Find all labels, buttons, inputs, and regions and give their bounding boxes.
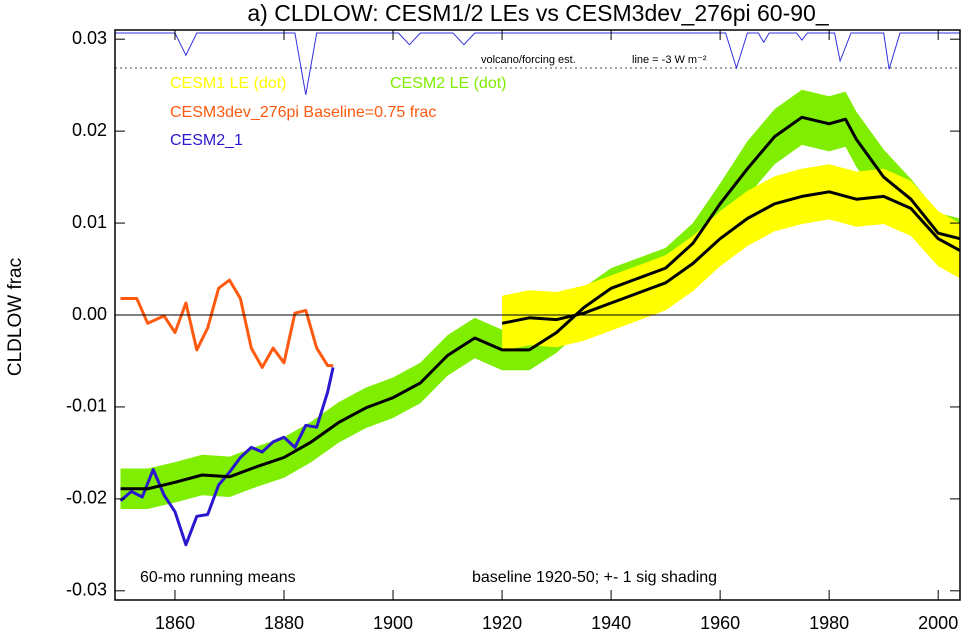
y-axis-label: CLDLOW frac — [5, 258, 26, 376]
annotation: line = -3 W m⁻² — [632, 54, 707, 66]
x-tick-label: 1980 — [809, 613, 849, 633]
x-tick-label: 2000 — [918, 613, 958, 633]
x-tick-label: 1920 — [482, 613, 522, 633]
chart-title: a) CLDLOW: CESM1/2 LEs vs CESM3dev_276pi… — [247, 0, 829, 26]
x-tick-label: 1940 — [591, 613, 631, 633]
annotation: baseline 1920-50; +- 1 sig shading — [472, 569, 717, 586]
legend-label: CESM2_1 — [170, 132, 243, 149]
series-line — [501, 190, 961, 325]
legend-label: CESM3dev_276pi Baseline=0.75 frac — [170, 104, 436, 121]
y-tick-label: 0.00 — [72, 304, 107, 324]
y-tick-label: 0.02 — [72, 120, 107, 140]
sigma-band — [120, 89, 960, 510]
x-tick-label: 1960 — [700, 613, 740, 633]
y-tick-label: -0.02 — [66, 488, 107, 508]
sigma-band — [502, 164, 960, 351]
y-tick-label: -0.03 — [66, 580, 107, 600]
x-tick-label: 1860 — [155, 613, 195, 633]
legend-label: CESM1 LE (dot) — [170, 75, 286, 92]
forcing-line — [115, 32, 960, 95]
x-tick-label: 1900 — [373, 613, 413, 633]
legend-label: CESM2 LE (dot) — [390, 75, 506, 92]
y-tick-label: 0.01 — [72, 212, 107, 232]
series-line — [119, 367, 335, 547]
annotation: 60-mo running means — [140, 569, 296, 586]
series-line — [120, 115, 961, 491]
x-tick-label: 1880 — [264, 613, 304, 633]
y-tick-label: -0.01 — [66, 396, 107, 416]
annotation: volcano/forcing est. — [481, 54, 576, 66]
y-tick-label: 0.03 — [72, 28, 107, 48]
series-line — [120, 278, 334, 369]
